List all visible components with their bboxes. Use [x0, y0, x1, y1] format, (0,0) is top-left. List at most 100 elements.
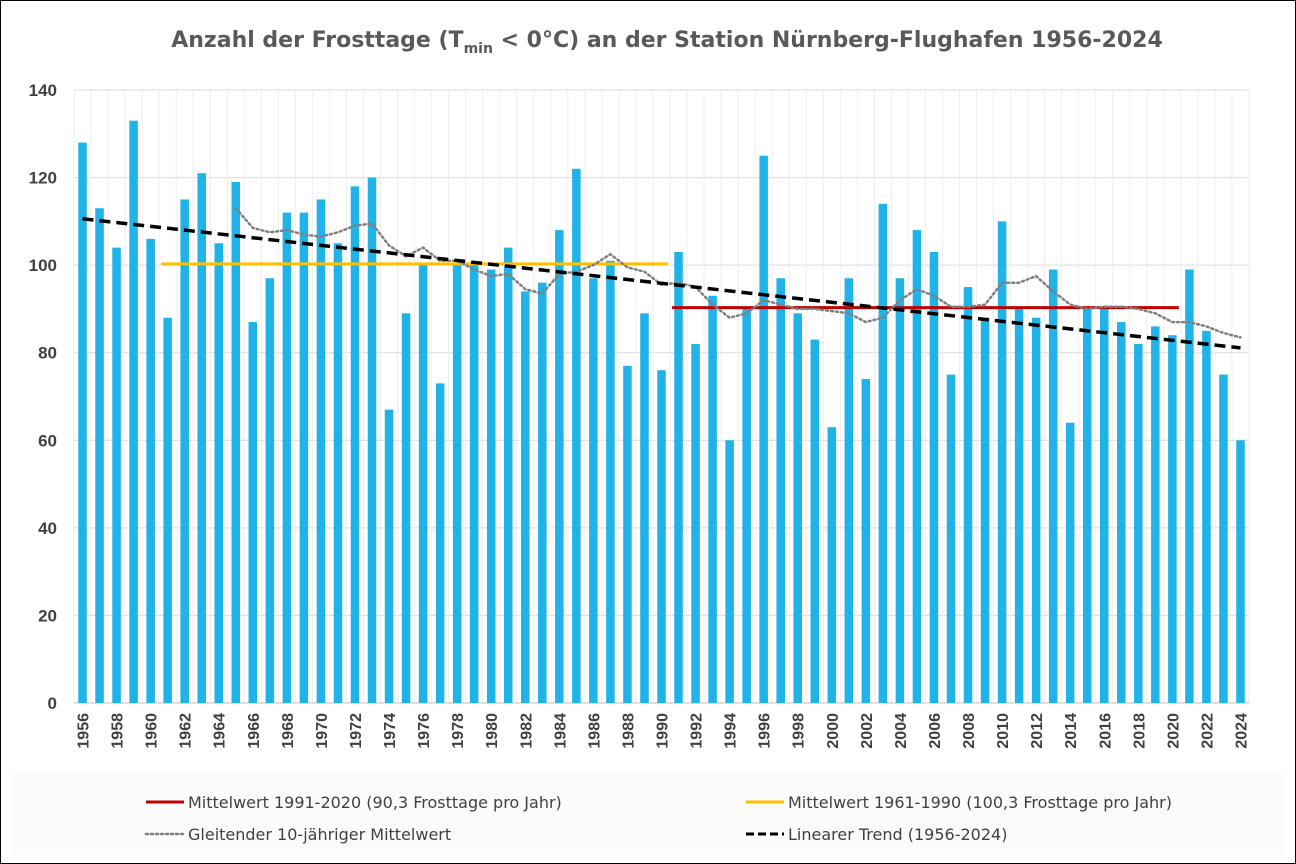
- bar-1977: [435, 383, 445, 703]
- bar-1973: [367, 177, 377, 704]
- x-tick-label: 1980: [484, 713, 501, 749]
- bar-2006: [929, 252, 939, 703]
- bar-2022: [1202, 330, 1211, 703]
- x-tick-label: 2008: [961, 713, 978, 749]
- bar-1986: [589, 278, 598, 703]
- bar-1978: [452, 265, 462, 703]
- bar-1988: [623, 365, 632, 703]
- legend: Mittelwert 1991-2020 (90,3 Frosttage pro…: [144, 793, 1172, 844]
- bar-1994: [725, 440, 734, 703]
- bar-1989: [640, 313, 649, 703]
- bar-2000: [827, 427, 837, 703]
- bar-1982: [521, 291, 530, 703]
- x-tick-label: 1974: [382, 713, 399, 749]
- x-tick-label: 2004: [893, 713, 910, 749]
- legend-label: Gleitender 10-jähriger Mittelwert: [188, 825, 451, 844]
- bar-series: [78, 120, 1245, 704]
- x-tick-label: 2020: [1165, 713, 1182, 749]
- bar-2016: [1099, 308, 1109, 703]
- y-tick-label: 20: [38, 606, 57, 625]
- bar-1964: [214, 243, 224, 703]
- x-tick-label: 1964: [212, 713, 229, 749]
- x-tick-label: 1986: [586, 713, 603, 749]
- x-tick-label: 1982: [518, 713, 535, 749]
- bar-1963: [197, 173, 206, 703]
- bar-1960: [146, 238, 155, 703]
- bar-2021: [1185, 269, 1194, 703]
- x-tick-label: 1966: [246, 713, 263, 749]
- bar-2020: [1168, 335, 1177, 703]
- bar-1966: [248, 322, 258, 703]
- bar-1999: [810, 339, 820, 703]
- bar-1957: [95, 208, 104, 703]
- legend-label: Mittelwert 1961-1990 (100,3 Frosttage pr…: [788, 793, 1172, 812]
- bar-1990: [657, 370, 666, 703]
- bar-1992: [691, 343, 700, 703]
- bar-1958: [112, 247, 121, 703]
- bar-1965: [231, 181, 241, 703]
- bar-2017: [1117, 322, 1126, 703]
- bar-1996: [759, 155, 768, 703]
- moving-average-line: [234, 206, 1242, 339]
- y-tick-label: 120: [29, 169, 57, 188]
- bar-2024: [1236, 440, 1245, 703]
- x-axis-ticks: 1956 1958 1960 1962 1964 1966 1968 1970 1972 1974…: [76, 713, 1251, 749]
- x-tick-label: 1998: [791, 713, 808, 749]
- chart-title: Anzahl der Frosttage (Tmin < 0°C) an der…: [171, 28, 1163, 57]
- bar-1993: [708, 295, 717, 703]
- x-tick-label: 1994: [723, 713, 740, 749]
- y-tick-label: 40: [38, 519, 57, 538]
- x-tick-label: 2006: [927, 713, 944, 749]
- x-tick-label: 1960: [144, 713, 161, 749]
- bar-2015: [1082, 308, 1092, 703]
- bar-2019: [1151, 326, 1160, 703]
- bar-1967: [265, 278, 275, 703]
- x-tick-label: 1990: [655, 713, 672, 749]
- bar-1979: [469, 265, 479, 703]
- x-tick-label: 2000: [825, 713, 842, 749]
- x-tick-label: 2014: [1063, 713, 1080, 749]
- bar-1976: [418, 265, 428, 703]
- y-tick-label: 140: [29, 81, 57, 100]
- bar-1959: [129, 120, 138, 703]
- x-tick-label: 1962: [178, 713, 195, 749]
- bar-2007: [946, 374, 956, 703]
- reference-lines: [82, 206, 1242, 350]
- bar-2013: [1048, 269, 1058, 703]
- y-tick-label: 60: [38, 431, 57, 450]
- bar-1998: [793, 313, 802, 703]
- bar-1981: [503, 247, 513, 703]
- x-tick-label: 1976: [416, 713, 433, 749]
- y-tick-label: 0: [48, 694, 57, 713]
- bar-2009: [980, 317, 990, 703]
- x-tick-label: 1988: [620, 713, 637, 749]
- x-tick-label: 2024: [1233, 713, 1250, 749]
- bar-1980: [486, 269, 496, 703]
- x-tick-label: 2018: [1131, 713, 1148, 749]
- bar-2011: [1014, 308, 1024, 703]
- bar-1991: [674, 252, 683, 703]
- bar-2008: [963, 287, 973, 703]
- bar-1969: [299, 212, 309, 703]
- x-tick-label: 1978: [450, 713, 467, 749]
- bar-2014: [1065, 422, 1075, 703]
- bar-2002: [861, 378, 871, 703]
- x-tick-label: 2010: [995, 713, 1012, 749]
- bar-1997: [776, 278, 785, 703]
- bar-1968: [282, 212, 292, 703]
- bar-1995: [742, 308, 751, 703]
- bar-2001: [844, 278, 854, 703]
- x-tick-label: 1968: [280, 713, 297, 749]
- bar-1961: [163, 317, 172, 703]
- bar-2018: [1134, 343, 1143, 703]
- x-tick-label: 1972: [348, 713, 365, 749]
- y-tick-label: 80: [38, 344, 57, 363]
- x-tick-label: 1992: [689, 713, 706, 749]
- bar-1985: [572, 168, 581, 704]
- linear-trend-line: [82, 216, 1241, 350]
- bar-1984: [555, 230, 564, 703]
- legend-label: Linearer Trend (1956-2024): [788, 825, 1007, 844]
- y-axis-ticks: 0 20 40 60 80 100 120 140: [29, 81, 57, 713]
- x-tick-label: 1958: [110, 713, 127, 749]
